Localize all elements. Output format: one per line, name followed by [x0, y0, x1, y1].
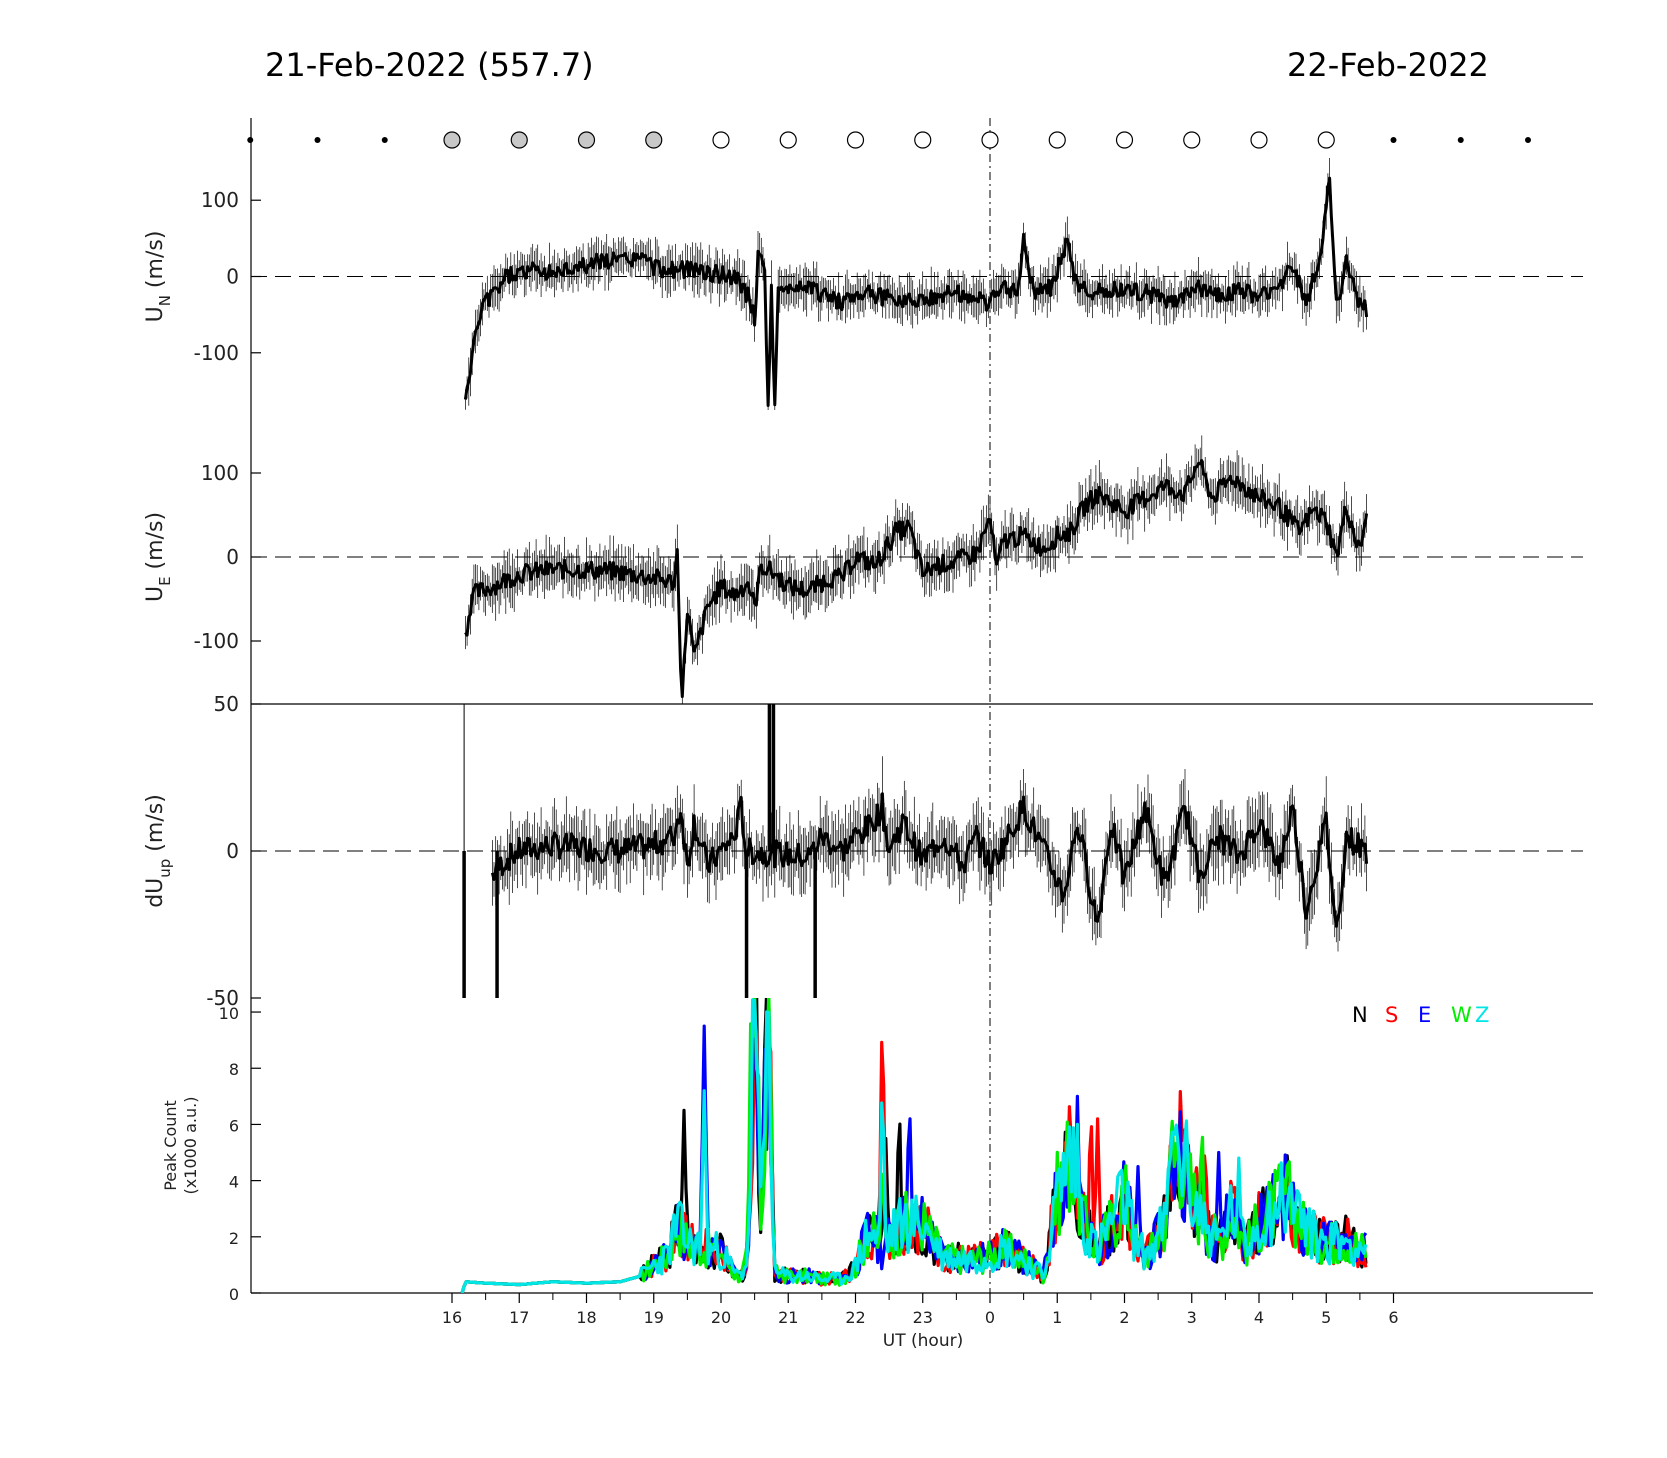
x-tick-label: 20 [711, 1308, 731, 1327]
panel-ue [464, 435, 1369, 704]
legend-entry-S: S [1385, 1003, 1398, 1027]
y-tick-label: 100 [201, 461, 239, 485]
x-tick-label: 16 [442, 1308, 462, 1327]
x-tick-label: 19 [644, 1308, 664, 1327]
marker-circle-open [981, 131, 999, 149]
x-axis: UT (hour) 16 17 18 19 20 21 22 23 0 1 2 3 4 5 6 [442, 1293, 1399, 1351]
series-line-Z [460, 998, 1368, 1293]
marker-dot [314, 137, 321, 143]
series-line-N [460, 998, 1368, 1293]
y-tick-label: -100 [194, 629, 239, 653]
y-tick-label: 6 [229, 1116, 239, 1135]
y-axis-label-peak: Peak Count [161, 1100, 180, 1191]
y-tick-label: 4 [229, 1173, 239, 1192]
marker-circle-grey [645, 131, 663, 149]
y-tick-label: -50 [206, 986, 239, 1010]
marker-circle-open [914, 131, 932, 149]
marker-circle-open [1317, 131, 1335, 149]
marker-dot [247, 137, 254, 143]
marker-circle-open [846, 131, 865, 149]
right-date-title: 22-Feb-2022 [1287, 46, 1489, 84]
x-tick-label: 6 [1388, 1308, 1398, 1327]
y-tick-label: 10 [219, 1004, 239, 1023]
marker-circle-open [779, 131, 797, 149]
x-tick-label: 21 [778, 1308, 798, 1327]
marker-dot [1390, 137, 1397, 143]
cloud-markers [247, 131, 1531, 149]
y-tick-label: 0 [226, 545, 239, 569]
y-tick-label: 50 [214, 692, 239, 716]
y-tick-label: 0 [226, 839, 239, 863]
series-line-dup [490, 792, 1369, 928]
marker-dot [381, 137, 388, 143]
series-line-ue [464, 459, 1369, 698]
legend-entry-N: N [1352, 1003, 1368, 1027]
y-axis-label-un: UN (m/s) [143, 231, 174, 323]
legend-entry-Z: Z [1475, 1003, 1489, 1027]
x-tick-label: 22 [845, 1308, 865, 1327]
panel-un [463, 158, 1369, 410]
error-bars-un [465, 158, 1367, 410]
x-tick-label: 5 [1321, 1308, 1331, 1327]
x-tick-label: 18 [576, 1308, 596, 1327]
marker-circle-open [712, 131, 730, 149]
y-axis-label-dup: dUup (m/s) [143, 794, 174, 908]
left-date-title: 21-Feb-2022 (557.7) [265, 46, 594, 84]
x-tick-label: 4 [1254, 1308, 1264, 1327]
series-line-S [460, 1019, 1368, 1293]
y-tick-label: 8 [229, 1060, 239, 1079]
marker-dot [1457, 137, 1464, 143]
x-axis-label: UT (hour) [883, 1331, 963, 1351]
legend-entry-E: E [1418, 1003, 1431, 1027]
x-tick-label: 0 [985, 1308, 995, 1327]
x-tick-label: 23 [913, 1308, 933, 1327]
marker-circle-open [1048, 131, 1066, 149]
legend-entry-W: W [1451, 1003, 1472, 1027]
y-tick-label: -100 [194, 341, 239, 365]
panel-dup [462, 704, 1369, 998]
marker-circle-grey [577, 131, 596, 149]
marker-circle-grey [443, 131, 461, 149]
x-tick-label: 1 [1052, 1308, 1062, 1327]
marker-circle-open [1250, 131, 1268, 149]
date-titles: 21-Feb-2022 (557.7) 22-Feb-2022 [265, 46, 1489, 84]
x-tick-label: 2 [1119, 1308, 1129, 1327]
panel-peak [251, 998, 1583, 1293]
y-tick-label: 100 [201, 188, 239, 212]
y-axis-label-ue: UE (m/s) [143, 512, 174, 602]
data-series [251, 158, 1583, 1293]
marker-circle-open [1183, 131, 1201, 149]
y-tick-label: 2 [229, 1229, 239, 1248]
series-line-un [463, 176, 1369, 407]
marker-dot [1525, 137, 1531, 143]
y-tick-label: 0 [226, 265, 239, 289]
marker-circle-grey [510, 131, 528, 149]
x-tick-label: 3 [1187, 1308, 1197, 1327]
y-axis-label-2-peak: (x1000 a.u.) [181, 1097, 200, 1195]
x-tick-label: 17 [509, 1308, 529, 1327]
marker-circle-open [1115, 131, 1134, 149]
y-tick-label: 0 [229, 1285, 239, 1304]
